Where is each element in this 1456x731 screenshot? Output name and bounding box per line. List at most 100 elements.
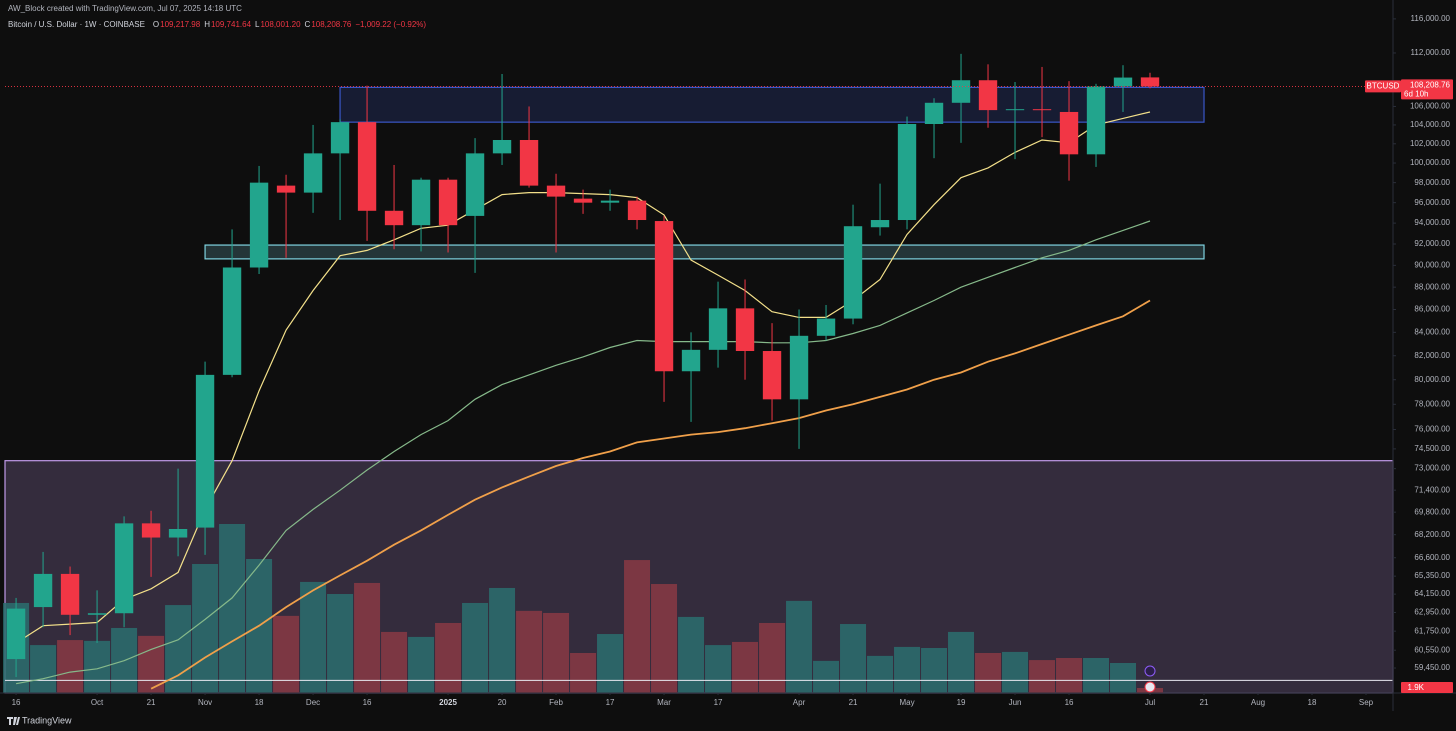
candle-body [897,124,917,221]
volume-bar [921,647,948,693]
y-tick-label: 112,000.00 [1411,48,1451,57]
candle-body [546,185,566,197]
x-tick-label: May [899,698,914,707]
volume-bar [327,594,354,693]
volume-bar [759,622,786,693]
x-tick-label: 21 [147,698,156,707]
candle-body [465,153,485,216]
candle-body [6,608,26,660]
volume-bar [300,581,327,693]
price-tag-text: 108,208.76 [1410,81,1451,90]
x-tick-label: Oct [91,698,104,707]
volume-bar [1029,660,1056,693]
ohlc-value: 108,001.20 [260,20,301,29]
x-tick-label: Feb [549,698,563,707]
y-tick-label: 96,000.00 [1414,198,1450,207]
y-tick-label: 60,550.00 [1414,645,1450,654]
candle-body [60,573,80,615]
x-tick-label: Nov [198,698,212,707]
y-tick-label: 84,000.00 [1414,327,1450,336]
volume-bar [219,524,246,693]
ohlc-key: O [153,20,159,29]
y-tick-label: 78,000.00 [1414,399,1450,408]
candle-body [735,308,755,352]
candle-body [330,122,350,154]
candle-body [951,80,971,103]
y-tick-label: 100,000.00 [1410,158,1451,167]
ohlc-value: 109,741.64 [211,20,252,29]
candle-body [168,529,188,538]
y-tick-label: 71,400.00 [1414,485,1450,494]
volume-bar [273,615,300,693]
candle-body [384,210,404,226]
plot-area [3,53,1394,694]
volume-bar [489,587,516,693]
x-tick-label: 16 [363,698,372,707]
y-tick-label: 102,000.00 [1410,139,1451,148]
volume-bar [543,612,570,693]
volume-tag-text: 1.9K [1408,683,1425,692]
volume-bar [867,655,894,693]
candle-body [1140,77,1160,87]
ohlc-value: 109,217.98 [160,20,201,29]
y-tick-label: 73,000.00 [1414,464,1450,473]
x-tick-label: 17 [606,698,615,707]
volume-bar [948,631,975,693]
ohlc-key: H [204,20,210,29]
brand-logo [7,717,20,725]
candle-body [1059,111,1079,155]
candle-body [141,523,161,538]
x-tick-label: 2025 [439,698,457,707]
volume-bar [975,652,1002,693]
candle-body [114,523,134,614]
x-tick-label: 20 [498,698,507,707]
x-tick-label: 19 [957,698,966,707]
candle-body [357,122,377,211]
candle-body [33,573,53,608]
candle-body [1032,109,1052,111]
y-tick-label: 65,350.00 [1414,571,1450,580]
volume-bar [354,582,381,693]
y-tick-label: 76,000.00 [1414,425,1450,434]
candle-body [1113,77,1133,87]
brand-name: TradingView [22,715,72,725]
x-tick-label: 21 [1200,698,1209,707]
candle-body [681,349,701,372]
y-tick-label: 59,450.00 [1414,663,1450,672]
volume-bar [705,645,732,693]
ohlc-key: C [305,20,311,29]
event-icon [1144,665,1156,677]
y-tick-label: 66,600.00 [1414,553,1450,562]
y-tick-label: 94,000.00 [1414,218,1450,227]
volume-bar [30,645,57,693]
volume-bar [597,634,624,693]
volume-bar [408,636,435,693]
candle-body [870,220,890,228]
volume-bar [1110,662,1137,693]
candle-body [411,179,431,226]
volume-bar [462,602,489,693]
candle-body [843,226,863,319]
volume-bar [84,640,111,693]
candle-body [87,613,107,615]
x-tick-label: 21 [849,698,858,707]
volume-bar [678,616,705,693]
y-tick-label: 92,000.00 [1414,239,1450,248]
candle-body [249,182,269,268]
y-tick-label: 98,000.00 [1414,178,1450,187]
volume-bar [624,560,651,693]
candle-body [978,80,998,111]
candle-body [924,102,944,125]
volume-bar [57,640,84,693]
x-tick-label: 16 [12,698,21,707]
volume-bar [840,624,867,693]
candle-body [1086,86,1106,155]
candle-body [276,185,296,193]
x-tick-label: Aug [1251,698,1265,707]
candle-body [708,308,728,350]
candle-body [492,139,512,154]
candle-body [654,221,674,372]
price-tag [1401,79,1453,100]
candle-body [627,200,647,221]
